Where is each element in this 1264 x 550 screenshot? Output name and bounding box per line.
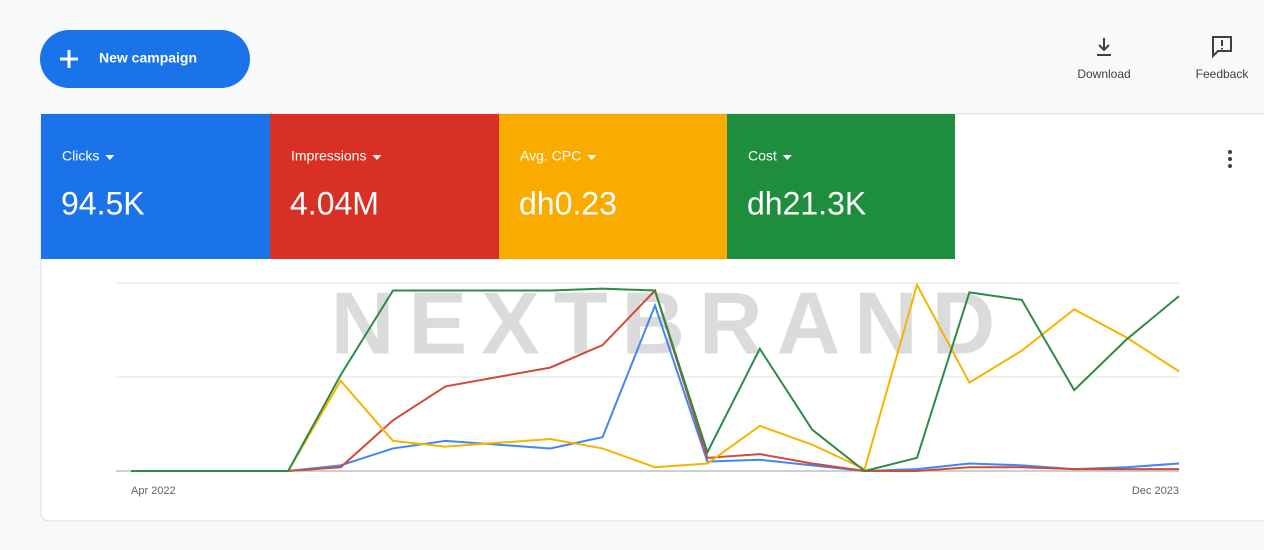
metric-tile[interactable]: [499, 114, 727, 259]
series-line: [131, 287, 1180, 473]
metric-value: dh21.3K: [747, 185, 866, 221]
metric-label: Avg. CPC: [520, 148, 581, 164]
dropdown-arrow: [372, 155, 382, 160]
feedback-icon[interactable]: [1212, 36, 1232, 59]
x-tick-label: Dec 2023: [1132, 485, 1179, 497]
download-icon[interactable]: [1097, 38, 1111, 56]
metric-tile[interactable]: [270, 114, 499, 259]
download-label[interactable]: Download: [1077, 67, 1130, 81]
metric-tile[interactable]: [41, 114, 270, 259]
button-label[interactable]: New campaign: [99, 50, 197, 66]
metric-value: 4.04M: [290, 185, 379, 221]
dropdown-arrow: [105, 155, 115, 160]
plus-icon: [60, 50, 78, 68]
new-campaign-button[interactable]: [40, 30, 250, 88]
x-tick-label: Apr 2022: [131, 485, 176, 497]
metric-value: dh0.23: [519, 185, 617, 221]
metric-tile[interactable]: [727, 114, 955, 259]
dropdown-arrow: [782, 155, 792, 160]
metric-label: Clicks: [62, 148, 99, 164]
more-menu[interactable]: [1228, 150, 1232, 168]
metric-label: Impressions: [291, 148, 366, 164]
dropdown-arrow: [587, 155, 597, 160]
metric-value: 94.5K: [61, 185, 145, 221]
metric-label: Cost: [748, 148, 777, 164]
feedback-label[interactable]: Feedback: [1196, 67, 1250, 81]
watermark: NEXTBRAND: [331, 273, 1009, 372]
